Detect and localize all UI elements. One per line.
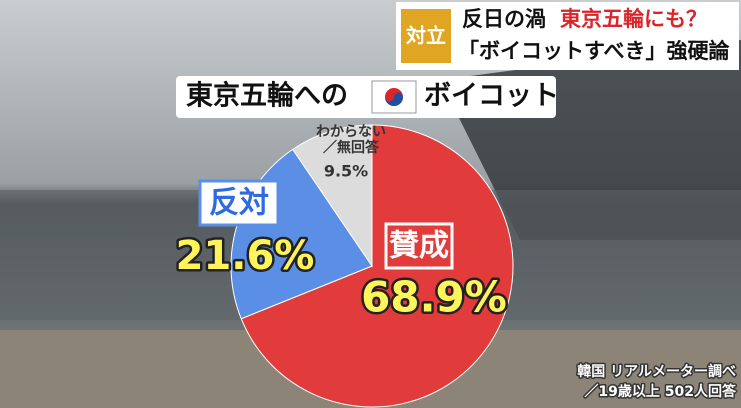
title-box — [176, 76, 556, 118]
headline-text: 東京五輪にも？ — [560, 7, 707, 31]
headline-text: 反日の渦 — [462, 7, 546, 31]
source: ／19歳以上 502人回答 — [584, 383, 737, 400]
value-label: 68.9% — [361, 273, 507, 322]
label-box — [198, 179, 280, 227]
headline-text: 「ボイコットすべき」強硬論 — [458, 39, 731, 63]
slice-label: 賛成 — [389, 229, 449, 264]
headline-box — [396, 2, 739, 70]
slice-label: 反対 — [209, 186, 269, 221]
tag-box — [401, 9, 451, 63]
chart-title: 東京五輪への — [186, 80, 348, 112]
slice-label: わからない ／無回答 — [316, 124, 386, 156]
flag-icon — [371, 80, 417, 114]
headline-tag: 対立 — [405, 24, 446, 48]
pie-slice — [240, 124, 514, 408]
value-label: 21.6% — [176, 233, 315, 279]
value-label: 9.5% — [324, 162, 368, 181]
label-box — [384, 222, 454, 270]
source: 韓国 リアルメーター調べ — [577, 363, 736, 380]
pie-slice — [292, 124, 373, 268]
chart-title: ボイコット — [424, 81, 559, 112]
